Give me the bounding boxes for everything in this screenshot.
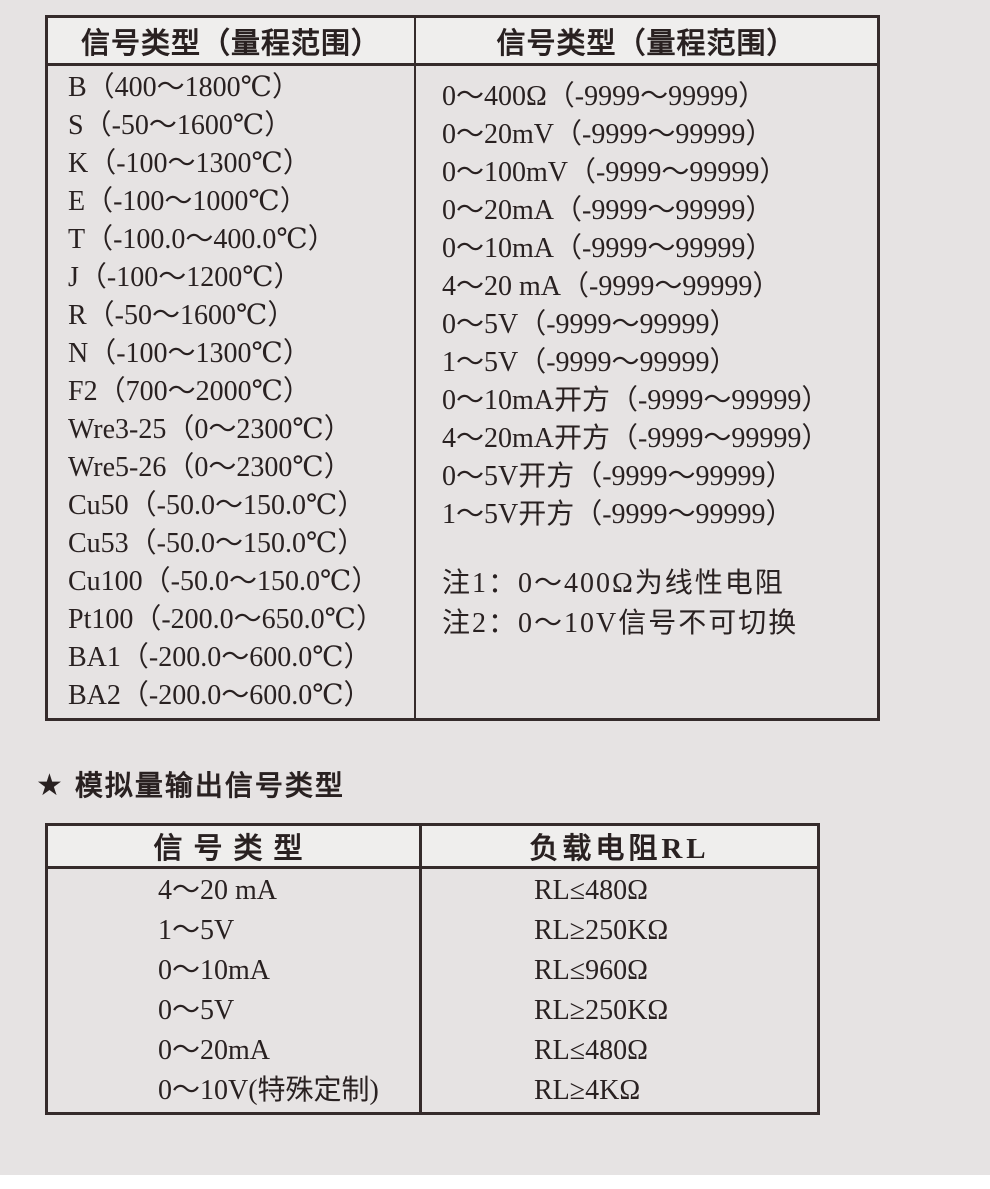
table-row: 4～20 mA — [158, 875, 278, 906]
notes-list: 注1：0～400Ω为线性电阻 注2：0～10V信号不可切换 — [442, 564, 877, 644]
analog-output-caption-label: 模拟量输出信号类型 — [74, 770, 345, 801]
output-signal-list: 4～20 mA 1～5V 0～10mA 0～5V 0～20mA 0～10V(特殊定制) — [48, 869, 422, 1112]
table-row: 0～5V开方（-9999～99999） — [442, 461, 794, 492]
table-row: 0～20mV（-9999～99999） — [442, 119, 774, 150]
analog-output-table-header: 信号类型 负载电阻RL — [48, 826, 817, 869]
thermocouple-rtd-list: B（400～1800℃） S（-50～1600℃） K（-100～1300℃） E（-… — [48, 66, 416, 718]
electrical-signal-column: 0～400Ω（-9999～99999） 0～20mV（-9999～99999） 0～… — [416, 66, 877, 718]
note-line: 注1：0～400Ω为线性电阻 — [442, 568, 785, 599]
table-row: R（-50～1600℃） — [68, 300, 296, 331]
table-row: RL≤480Ω — [534, 1035, 648, 1066]
load-resistance-list: RL≤480Ω RL≥250KΩ RL≤960Ω RL≥250KΩ RL≤480Ω RL≥… — [422, 869, 817, 1112]
table-row: 0～5V（-9999～99999） — [442, 309, 738, 340]
table-row: 0～20mA — [158, 1035, 271, 1066]
table-row: 0～10V(特殊定制) — [158, 1075, 379, 1106]
table-row: 0～5V — [158, 995, 235, 1026]
table-row: Cu50（-50.0～150.0℃） — [68, 490, 366, 521]
table-row: Pt100（-200.0～650.0℃） — [68, 604, 384, 635]
header-signal-type-range-left: 信号类型（量程范围） — [48, 18, 416, 63]
note-line: 注2：0～10V信号不可切换 — [442, 608, 799, 639]
table-row: Cu53（-50.0～150.0℃） — [68, 528, 366, 559]
header-load-resistance: 负载电阻RL — [529, 833, 710, 865]
electrical-signal-list: 0～400Ω（-9999～99999） 0～20mV（-9999～99999） 0～… — [442, 78, 877, 534]
table-row: Wre3-25（0～2300℃） — [68, 414, 352, 445]
table-row: E（-100～1000℃） — [68, 186, 308, 217]
table-row: RL≥250KΩ — [534, 995, 669, 1026]
signal-range-table-body: B（400～1800℃） S（-50～1600℃） K（-100～1300℃） E（-… — [48, 66, 877, 718]
table-row: K（-100～1300℃） — [68, 148, 311, 179]
table-row: RL≤480Ω — [534, 875, 648, 906]
header-signal-type: 信号类型 — [48, 826, 422, 866]
table-row: 0～20mA（-9999～99999） — [442, 195, 774, 226]
analog-output-table: 信号类型 负载电阻RL 4～20 mA 1～5V 0～10mA 0～5V 0～20mA 0… — [45, 823, 820, 1115]
table-row: RL≥4KΩ — [534, 1075, 641, 1106]
table-row: N（-100～1300℃） — [68, 338, 311, 369]
table-row: 0～10mA — [158, 955, 271, 986]
star-icon: ★ — [36, 769, 63, 802]
table-row: 0～10mA开方（-9999～99999） — [442, 385, 830, 416]
table-row: 1～5V开方（-9999～99999） — [442, 499, 794, 530]
header-signal-type-range-right: 信号类型（量程范围） — [496, 27, 797, 60]
table-row: 4～20mA开方（-9999～99999） — [442, 423, 830, 454]
table-row: 0～100mV（-9999～99999） — [442, 157, 788, 188]
table-row: RL≥250KΩ — [534, 915, 669, 946]
signal-range-table-header: 信号类型（量程范围） 信号类型（量程范围） — [48, 18, 877, 66]
table-row: Cu100（-50.0～150.0℃） — [68, 566, 380, 597]
table-row: BA1（-200.0～600.0℃） — [68, 642, 372, 673]
analog-output-table-body: 4～20 mA 1～5V 0～10mA 0～5V 0～20mA 0～10V(特殊定制) R… — [48, 869, 817, 1112]
table-row: B（400～1800℃） — [68, 72, 300, 103]
table-row: 1～5V — [158, 915, 235, 946]
table-row: S（-50～1600℃） — [68, 110, 293, 141]
table-row: F2（700～2000℃） — [68, 376, 311, 407]
table-row: 0～400Ω（-9999～99999） — [442, 81, 767, 112]
table-row: 1～5V（-9999～99999） — [442, 347, 738, 378]
table-row: 4～20 mA（-9999～99999） — [442, 271, 781, 302]
signal-range-table: 信号类型（量程范围） 信号类型（量程范围） B（400～1800℃） S（-50～… — [45, 15, 880, 721]
table-row: Wre5-26（0～2300℃） — [68, 452, 352, 483]
table-row: BA2（-200.0～600.0℃） — [68, 680, 372, 711]
table-row: 0～10mA（-9999～99999） — [442, 233, 774, 264]
table-row: T（-100.0～400.0℃） — [68, 224, 336, 255]
analog-output-caption: ★ 模拟量输出信号类型 — [36, 769, 345, 803]
table-row: J（-100～1200℃） — [68, 262, 302, 293]
table-row: RL≤960Ω — [534, 955, 648, 986]
